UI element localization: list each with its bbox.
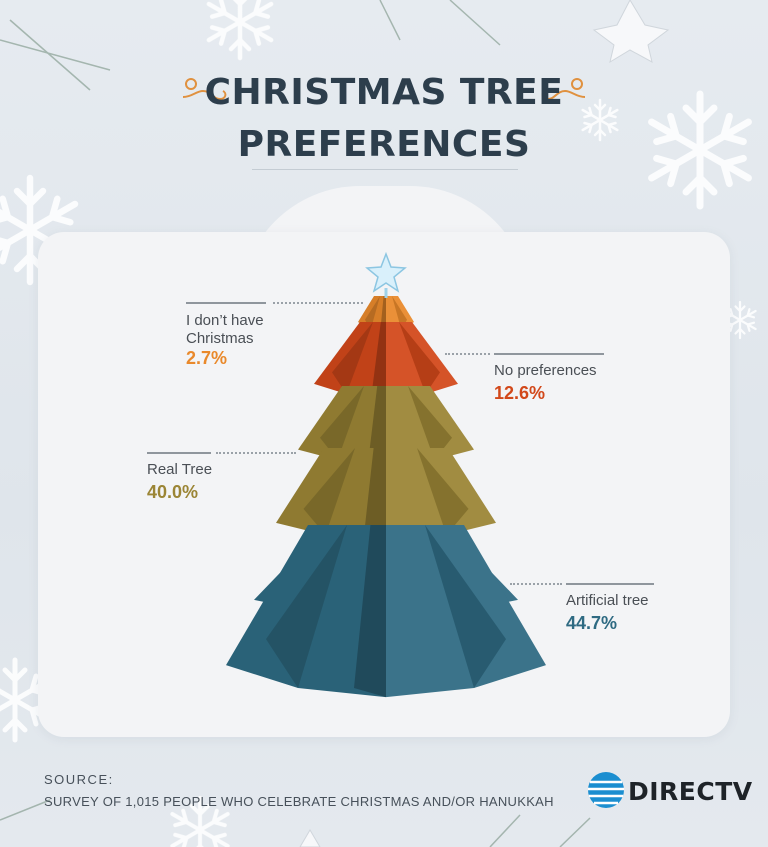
tree-segment-artificial-tree-5-e (354, 525, 386, 698)
label-rule-real-tree (147, 452, 211, 454)
tree-segment-real-tree-2-d (408, 386, 452, 460)
tree-segment-real-tree-3-e (364, 448, 386, 540)
label-no-christmas: I don’t have Christmas (186, 312, 264, 347)
value-no-preferences: 12.6% (494, 383, 546, 403)
title-ornaments (182, 78, 586, 101)
swirl-ornament-icon (182, 78, 227, 101)
brand-name: DIRECTV (628, 777, 753, 806)
tree-segment-real-tree-2-e (368, 386, 386, 465)
value-real-tree: 40.0% (147, 482, 199, 502)
tree-segment-i-don-t-have-0-c (365, 296, 380, 330)
page-title-line-1: CHRISTMAS TREE (204, 72, 564, 113)
tree-segment-real-tree-3-c (303, 448, 355, 535)
label-no-preferences: No preferences (494, 362, 597, 379)
leader-artificial-tree (510, 583, 562, 585)
swirl-ornament-icon (541, 78, 586, 101)
tree-segment-no-preferences-1-d (399, 322, 440, 394)
title-rule (252, 169, 518, 170)
tree-segment-no-preferences-1-c (332, 322, 373, 394)
label-rule-no-preferences (494, 353, 604, 355)
label-rule-artificial-tree (566, 583, 654, 585)
value-no-christmas: 2.7% (186, 348, 228, 368)
tree-segment-artificial-tree-5-c (266, 525, 347, 688)
value-artificial-tree: 44.7% (566, 613, 618, 633)
tree-segment-real-tree-3-d (417, 448, 469, 535)
source-text: SURVEY OF 1,015 PEOPLE WHO CELEBRATE CHR… (44, 794, 554, 809)
tree-segment-artificial-tree-5-d (425, 525, 506, 688)
tree-segment-i-don-t-have-0-d (392, 296, 407, 330)
label-rule-no-christmas (186, 302, 266, 304)
att-globe-icon (588, 772, 624, 808)
tree-segment-real-tree-2-c (320, 386, 364, 460)
leader-real-tree (216, 452, 296, 454)
source-label: SOURCE: (44, 772, 114, 787)
star-icon (365, 251, 407, 298)
page-title-line-2: PREFERENCES (237, 124, 531, 165)
label-artificial-tree: Artificial tree (566, 592, 649, 609)
leader-no-christmas (273, 302, 363, 304)
label-real-tree: Real Tree (147, 461, 213, 478)
leader-no-preferences (445, 353, 490, 355)
brand-logo: DIRECTV (586, 770, 752, 810)
tree-segment-no-preferences-1-e (371, 322, 386, 399)
